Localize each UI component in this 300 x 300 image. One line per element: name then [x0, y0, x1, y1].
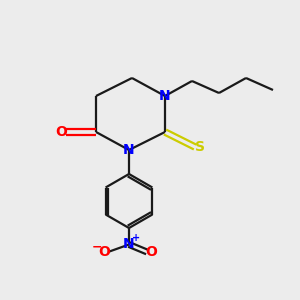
Text: O: O	[98, 245, 110, 259]
Text: +: +	[131, 233, 140, 243]
Text: N: N	[123, 143, 135, 157]
Text: O: O	[146, 245, 158, 259]
Text: −: −	[91, 240, 102, 253]
Text: N: N	[123, 238, 135, 251]
Text: S: S	[194, 140, 205, 154]
Text: O: O	[56, 125, 68, 139]
Text: N: N	[159, 89, 171, 103]
